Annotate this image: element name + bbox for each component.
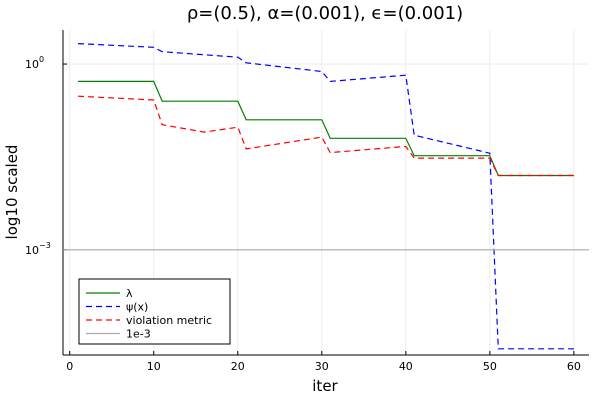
chart-title: ρ=(0.5), α=(0.001), ϵ=(0.001) xyxy=(187,3,463,24)
plot-frame xyxy=(62,30,589,356)
x-tick-label: 0 xyxy=(66,360,73,373)
y-tick-label-exponent: −3 xyxy=(39,241,51,250)
y-tick-label-base: 10 xyxy=(25,58,39,71)
x-axis-label: iter xyxy=(312,377,338,395)
legend-label: violation metric xyxy=(126,314,212,327)
legend-label: 1e-3 xyxy=(126,328,151,341)
y-tick-label: 10 xyxy=(25,244,39,257)
legend-label: λ xyxy=(126,287,133,300)
y-tick-label-base: 10 xyxy=(25,244,39,257)
x-tick-label: 40 xyxy=(399,360,413,373)
series-lines xyxy=(63,43,589,350)
x-tick-label: 20 xyxy=(231,360,245,373)
x-ticks: 0 10 20 30 40 50 60 xyxy=(66,351,581,373)
x-tick-label: 30 xyxy=(315,360,329,373)
series-line-1 xyxy=(78,43,574,350)
y-axis-label: log10 scaled xyxy=(3,145,21,240)
x-tick-label: 50 xyxy=(483,360,497,373)
series-line-0 xyxy=(78,80,574,177)
y-tick-label-exponent: 0 xyxy=(39,55,44,64)
x-tick-label: 10 xyxy=(147,360,161,373)
y-ticks: 10 010 −3 xyxy=(25,55,67,257)
legend-label: ψ(x) xyxy=(126,301,148,314)
x-tick-label: 60 xyxy=(567,360,581,373)
legend-box xyxy=(78,278,231,345)
y-tick-label: 10 xyxy=(25,58,39,71)
series-line-2 xyxy=(78,95,574,177)
